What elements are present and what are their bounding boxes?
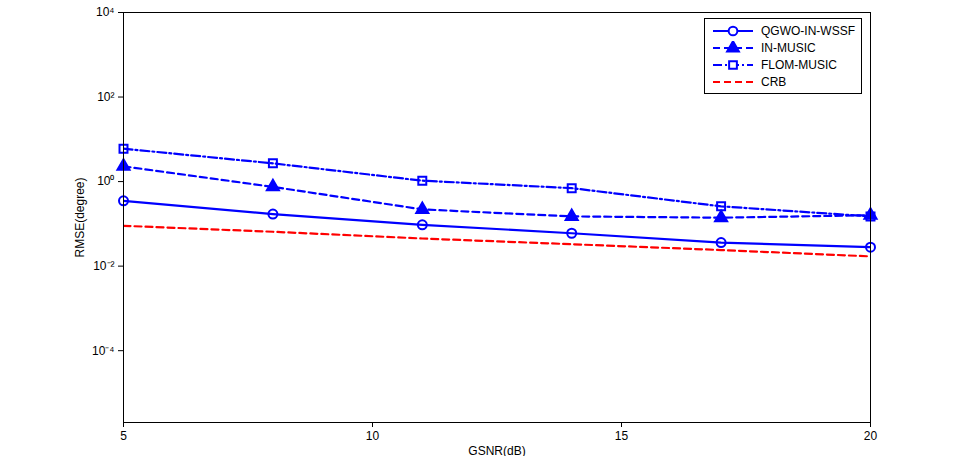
svg-text:15: 15 xyxy=(615,429,629,443)
svg-text:10: 10 xyxy=(366,429,380,443)
html-text:IN-MUSIC: IN-MUSIC xyxy=(761,40,816,55)
svg-text:10⁻⁴: 10⁻⁴ xyxy=(92,344,115,358)
svg-text:10⁰: 10⁰ xyxy=(97,174,114,188)
svg-text:GSNR(dB): GSNR(dB) xyxy=(468,444,525,456)
html-text:FLOM-MUSIC: FLOM-MUSIC xyxy=(761,57,837,72)
svg-text:5: 5 xyxy=(120,429,127,443)
html-text:QGWO-IN-WSSF: QGWO-IN-WSSF xyxy=(761,23,855,38)
html-text:CRB: CRB xyxy=(761,74,787,89)
svg-text:10²: 10² xyxy=(97,90,114,104)
svg-text:10⁴: 10⁴ xyxy=(96,5,115,19)
svg-text:RMSE(degree): RMSE(degree) xyxy=(73,177,87,257)
svg-text:20: 20 xyxy=(864,429,878,443)
svg-text:10⁻²: 10⁻² xyxy=(93,259,114,273)
